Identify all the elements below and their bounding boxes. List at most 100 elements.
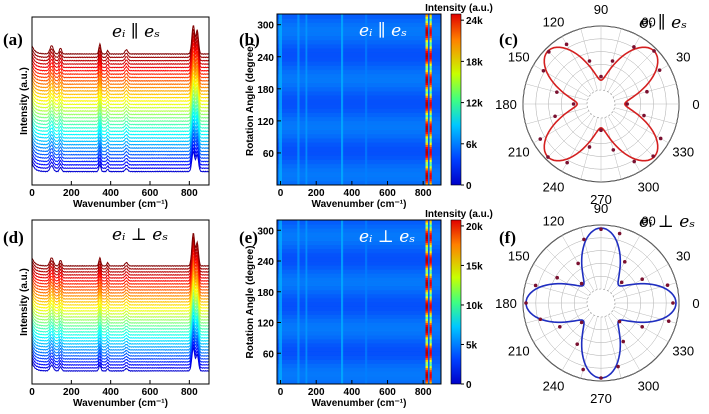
heatmap-peak-cell: [429, 256, 432, 260]
heatmap-peak-cell: [425, 277, 428, 280]
heatmap-peak-cell: [429, 133, 432, 137]
heatmap-band: [277, 65, 441, 71]
heatmap-peak-cell: [429, 375, 432, 379]
heatmap-peak-cell: [429, 80, 432, 83]
heatmap-peak-cell: [429, 336, 432, 340]
heatmap-peak-cell: [429, 48, 432, 51]
heatmap-peak-cell: [425, 312, 428, 315]
heatmap-peak-cell: [429, 359, 432, 362]
heatmap-peak-cell: [429, 35, 432, 39]
heatmap-band: [277, 334, 441, 340]
polar-data-point: [579, 320, 584, 325]
heatmap-peak-cell: [429, 43, 432, 47]
y-axis-label: Rotation Angle (degree): [245, 43, 256, 156]
heatmap-peak-cell: [429, 116, 432, 120]
heatmap-peak-cell: [425, 271, 428, 274]
spectrum-curve: [31, 75, 210, 102]
heatmap-peak-cell: [429, 287, 432, 291]
heatmap-peak-cell: [425, 234, 428, 237]
heatmap-peak-cell: [425, 163, 428, 167]
heatmap-panel-e: 0 200 400 600 800 60 120 180 240 300 Wavenumber (c…: [245, 209, 493, 409]
heatmap-peak-cell: [425, 357, 428, 360]
heatmap-band: [277, 133, 441, 139]
heatmap-peak-cell: [425, 118, 428, 122]
heatmap-peak-cell: [425, 67, 428, 71]
x-tick-label: 0: [278, 387, 284, 398]
spectrum-curve: [31, 85, 210, 113]
spectrum-curve: [31, 278, 210, 309]
polar-angle-label: 60: [641, 15, 655, 30]
heatmap-band: [277, 150, 441, 156]
heatmap-peak-cell: [425, 99, 428, 103]
heatmap-peak-cell: [429, 254, 432, 258]
heatmap-peak-cell: [429, 140, 432, 143]
polar-data-point: [533, 283, 538, 288]
heatmap-peak-cell: [429, 293, 432, 297]
heatmap-peak-cell: [429, 242, 432, 246]
heatmap-peak-cell: [429, 69, 432, 73]
colorbar-tick-label: 6k: [466, 140, 478, 151]
heatmap-peak-cell: [425, 39, 428, 43]
colorbar-tick-label: 24k: [466, 16, 483, 27]
heatmap-streak: [305, 14, 308, 185]
heatmap-peak-cell: [425, 50, 428, 53]
heatmap-band: [277, 277, 441, 282]
heatmap-peak-cell: [429, 232, 432, 235]
heatmap-peak-cell: [429, 222, 432, 225]
polar-spoke: [533, 263, 590, 297]
heatmap-peak-cell: [429, 131, 432, 135]
heatmap-band: [277, 256, 441, 262]
spectrum-curve: [31, 143, 210, 166]
spectrum-curve: [31, 99, 210, 126]
spectrum-curve: [31, 238, 210, 273]
heatmap-peak-cell: [425, 246, 428, 250]
heatmap-peak-cell: [425, 137, 428, 141]
heatmap-band: [277, 269, 441, 274]
heatmap-peak-cell: [429, 137, 432, 141]
heatmap-peak-cell: [425, 318, 428, 321]
heatmap-band: [277, 355, 441, 360]
spectrum-curve: [31, 323, 210, 351]
heatmap-peak-cell: [429, 334, 432, 338]
polarization-annotation: eᵢ ⊥ eₛ: [112, 225, 168, 245]
heatmap-peak-cell: [429, 56, 432, 60]
heatmap-band: [277, 363, 441, 369]
polar-data-point: [671, 301, 675, 305]
heatmap-band: [277, 146, 441, 152]
heatmap-peak-cell: [425, 65, 428, 68]
heatmap-peak-cell: [429, 170, 432, 173]
heatmap-peak-cell: [429, 176, 432, 180]
polar-data-point: [524, 301, 528, 305]
y-tick-label: 300: [257, 226, 274, 237]
polar-data-point: [599, 227, 603, 232]
heatmap-peak-cell: [429, 67, 432, 71]
heatmap-peak-cell: [429, 157, 432, 160]
polar-angle-label: 210: [508, 344, 530, 359]
heatmap-peak-cell: [425, 265, 428, 268]
heatmap-peak-cell: [429, 129, 432, 133]
heatmap-peak-cell: [425, 304, 428, 307]
colorbar-tick-label: 5k: [466, 340, 478, 351]
heatmap-peak-cell: [425, 254, 428, 258]
polar-data-point: [587, 145, 592, 149]
heatmap-streak: [365, 14, 368, 185]
heatmap-peak-cell: [425, 252, 428, 256]
heatmap-peak-cell: [425, 46, 428, 49]
heatmap-peak-cell: [429, 338, 432, 342]
polar-angle-label: 60: [641, 214, 655, 229]
heatmap-peak-cell: [425, 133, 428, 137]
heatmap-band: [277, 137, 441, 143]
x-tick-label: 800: [415, 188, 432, 199]
heatmap-peak-cell: [425, 248, 428, 252]
spectrum-curve: [31, 272, 210, 303]
polar-spoke: [545, 48, 592, 95]
heatmap-peak-cell: [429, 250, 432, 254]
heatmap-peak-cell: [425, 150, 428, 154]
spectrum-curve: [31, 343, 209, 369]
polar-angle-label: 240: [543, 378, 565, 393]
heatmap-peak-cell: [425, 349, 428, 352]
y-axis-label: Rotation Angle (degree): [245, 246, 256, 359]
x-tick-label: 600: [379, 188, 396, 199]
heatmap-peak-cell: [425, 285, 428, 289]
polar-angle-label: 270: [590, 391, 612, 406]
